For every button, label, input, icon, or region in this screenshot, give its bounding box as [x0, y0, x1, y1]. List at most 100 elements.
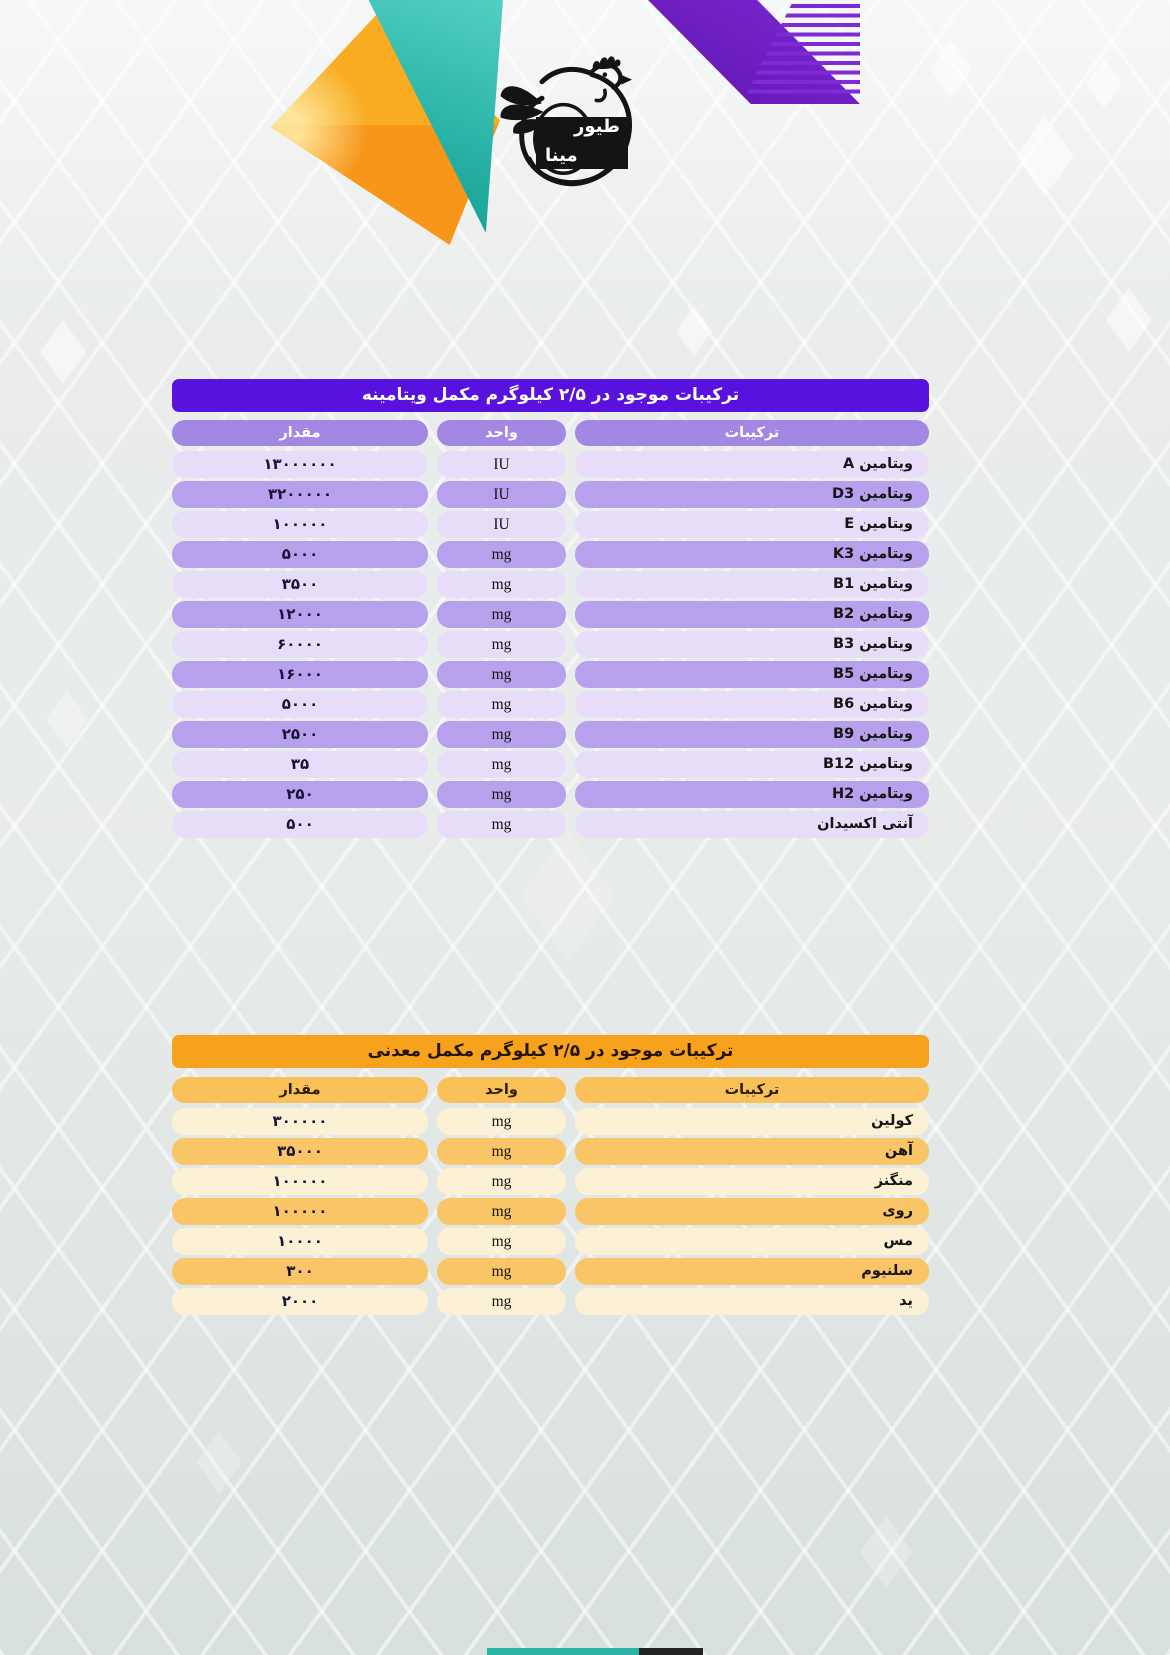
- vitamin-table-rows: ۱۳۰۰۰۰۰۰ IU ویتامین A ۳۲۰۰۰۰۰ IU ویتامین D3 ۱۰…: [172, 451, 929, 838]
- ingredient-cell: آنتی اکسیدان: [575, 811, 929, 838]
- table-row: ۳۵ mg ویتامین B12: [172, 751, 929, 778]
- bg-diamond-accent: [930, 40, 972, 98]
- unit-cell: IU: [437, 511, 566, 538]
- ingredient-cell: ویتامین H2: [575, 781, 929, 808]
- vitamin-table-header: مقدار واحد ترکیبات: [172, 420, 929, 446]
- ingredient-cell: ویتامین B3: [575, 631, 929, 658]
- unit-cell: mg: [437, 1228, 566, 1255]
- bg-diamond-accent: [1016, 116, 1074, 196]
- table-row: ۱۰۰۰۰ mg مس: [172, 1228, 929, 1255]
- ingredient-cell: ویتامین B12: [575, 751, 929, 778]
- bg-diamond-accent: [46, 690, 88, 748]
- table-row: ۲۵۰ mg ویتامین H2: [172, 781, 929, 808]
- bg-diamond-accent: [1086, 58, 1122, 108]
- unit-cell: mg: [437, 631, 566, 658]
- amount-cell: ۱۰۰۰۰۰: [172, 511, 428, 538]
- bg-diamond-accent: [520, 830, 616, 962]
- brand-name-word-1: طیور: [574, 116, 620, 137]
- column-header-ingredient: ترکیبات: [575, 420, 929, 446]
- table-row: ۳۵۰۰۰ mg آهن: [172, 1138, 929, 1165]
- table-row: ۱۰۰۰۰۰ mg منگنز: [172, 1168, 929, 1195]
- vitamin-table: ترکیبات موجود در ۲/۵ کیلوگرم مکمل ویتامی…: [172, 379, 929, 841]
- unit-cell: mg: [437, 601, 566, 628]
- table-row: ۶۰۰۰۰ mg ویتامین B3: [172, 631, 929, 658]
- amount-cell: ۳۰۰: [172, 1258, 428, 1285]
- unit-cell: mg: [437, 1138, 566, 1165]
- amount-cell: ۵۰۰: [172, 811, 428, 838]
- amount-cell: ۱۲۰۰۰: [172, 601, 428, 628]
- column-header-unit: واحد: [437, 420, 566, 446]
- ingredient-cell: سلنیوم: [575, 1258, 929, 1285]
- mineral-table-rows: ۳۰۰۰۰۰ mg کولین ۳۵۰۰۰ mg آهن ۱۰۰۰۰۰ mg منگنز ۱۰۰۰…: [172, 1108, 929, 1315]
- bg-diamond-accent: [676, 306, 712, 356]
- ingredient-cell: ویتامین D3: [575, 481, 929, 508]
- ingredient-cell: مس: [575, 1228, 929, 1255]
- unit-cell: mg: [437, 811, 566, 838]
- amount-cell: ۵۰۰۰: [172, 691, 428, 718]
- ingredient-cell: ویتامین B2: [575, 601, 929, 628]
- ingredient-cell: ید: [575, 1288, 929, 1315]
- table-row: ۳۰۰۰۰۰ mg کولین: [172, 1108, 929, 1135]
- table-row: ۳۵۰۰ mg ویتامین B1: [172, 571, 929, 598]
- unit-cell: mg: [437, 1198, 566, 1225]
- mineral-table-header: مقدار واحد ترکیبات: [172, 1077, 929, 1103]
- unit-cell: mg: [437, 1258, 566, 1285]
- vitamin-table-title: ترکیبات موجود در ۲/۵ کیلوگرم مکمل ویتامی…: [172, 379, 929, 412]
- unit-cell: IU: [437, 481, 566, 508]
- ingredient-cell: ویتامین E: [575, 511, 929, 538]
- ingredient-cell: کولین: [575, 1108, 929, 1135]
- table-row: ۱۲۰۰۰ mg ویتامین B2: [172, 601, 929, 628]
- unit-cell: mg: [437, 691, 566, 718]
- table-row: ۳۰۰ mg سلنیوم: [172, 1258, 929, 1285]
- amount-cell: ۱۶۰۰۰: [172, 661, 428, 688]
- column-header-ingredient: ترکیبات: [575, 1077, 929, 1103]
- bg-diamond-accent: [40, 320, 86, 384]
- unit-cell: IU: [437, 451, 566, 478]
- amount-cell: ۳۰۰۰۰۰: [172, 1108, 428, 1135]
- brand-logo: طیور مینا: [492, 35, 642, 190]
- unit-cell: mg: [437, 751, 566, 778]
- bg-diamond-accent: [196, 1430, 242, 1494]
- column-header-amount: مقدار: [172, 1077, 428, 1103]
- amount-cell: ۵۰۰۰: [172, 541, 428, 568]
- bg-diamond-accent: [1106, 288, 1152, 352]
- table-row: ۳۲۰۰۰۰۰ IU ویتامین D3: [172, 481, 929, 508]
- ingredient-cell: ویتامین B9: [575, 721, 929, 748]
- amount-cell: ۳۵۰۰: [172, 571, 428, 598]
- unit-cell: mg: [437, 781, 566, 808]
- ingredient-cell: ویتامین A: [575, 451, 929, 478]
- unit-cell: mg: [437, 1288, 566, 1315]
- amount-cell: ۶۰۰۰۰: [172, 631, 428, 658]
- amount-cell: ۱۰۰۰۰۰: [172, 1168, 428, 1195]
- ingredient-cell: آهن: [575, 1138, 929, 1165]
- table-row: ۲۵۰۰ mg ویتامین B9: [172, 721, 929, 748]
- amount-cell: ۲۵۰۰: [172, 721, 428, 748]
- ingredient-cell: ویتامین K3: [575, 541, 929, 568]
- amount-cell: ۳۵: [172, 751, 428, 778]
- column-header-amount: مقدار: [172, 420, 428, 446]
- ingredient-cell: ویتامین B6: [575, 691, 929, 718]
- unit-cell: mg: [437, 571, 566, 598]
- brand-name-plate: طیور مینا: [536, 116, 628, 169]
- table-row: ۱۶۰۰۰ mg ویتامین B5: [172, 661, 929, 688]
- table-row: ۵۰۰ mg آنتی اکسیدان: [172, 811, 929, 838]
- ingredient-cell: ویتامین B1: [575, 571, 929, 598]
- table-row: ۱۰۰۰۰۰ mg روی: [172, 1198, 929, 1225]
- ingredient-cell: منگنز: [575, 1168, 929, 1195]
- column-header-unit: واحد: [437, 1077, 566, 1103]
- amount-cell: ۳۲۰۰۰۰۰: [172, 481, 428, 508]
- mineral-table-title: ترکیبات موجود در ۲/۵ کیلوگرم مکمل معدنی: [172, 1035, 929, 1068]
- decor-bottom-dark-strip: [639, 1648, 703, 1655]
- table-row: ۵۰۰۰ mg ویتامین K3: [172, 541, 929, 568]
- amount-cell: ۳۵۰۰۰: [172, 1138, 428, 1165]
- bg-diamond-accent: [860, 1516, 912, 1588]
- unit-cell: mg: [437, 721, 566, 748]
- unit-cell: mg: [437, 1108, 566, 1135]
- table-row: ۲۰۰۰ mg ید: [172, 1288, 929, 1315]
- ingredient-cell: روی: [575, 1198, 929, 1225]
- table-row: ۱۰۰۰۰۰ IU ویتامین E: [172, 511, 929, 538]
- amount-cell: ۲۰۰۰: [172, 1288, 428, 1315]
- brand-name-word-2: مینا: [545, 145, 578, 166]
- amount-cell: ۱۰۰۰۰: [172, 1228, 428, 1255]
